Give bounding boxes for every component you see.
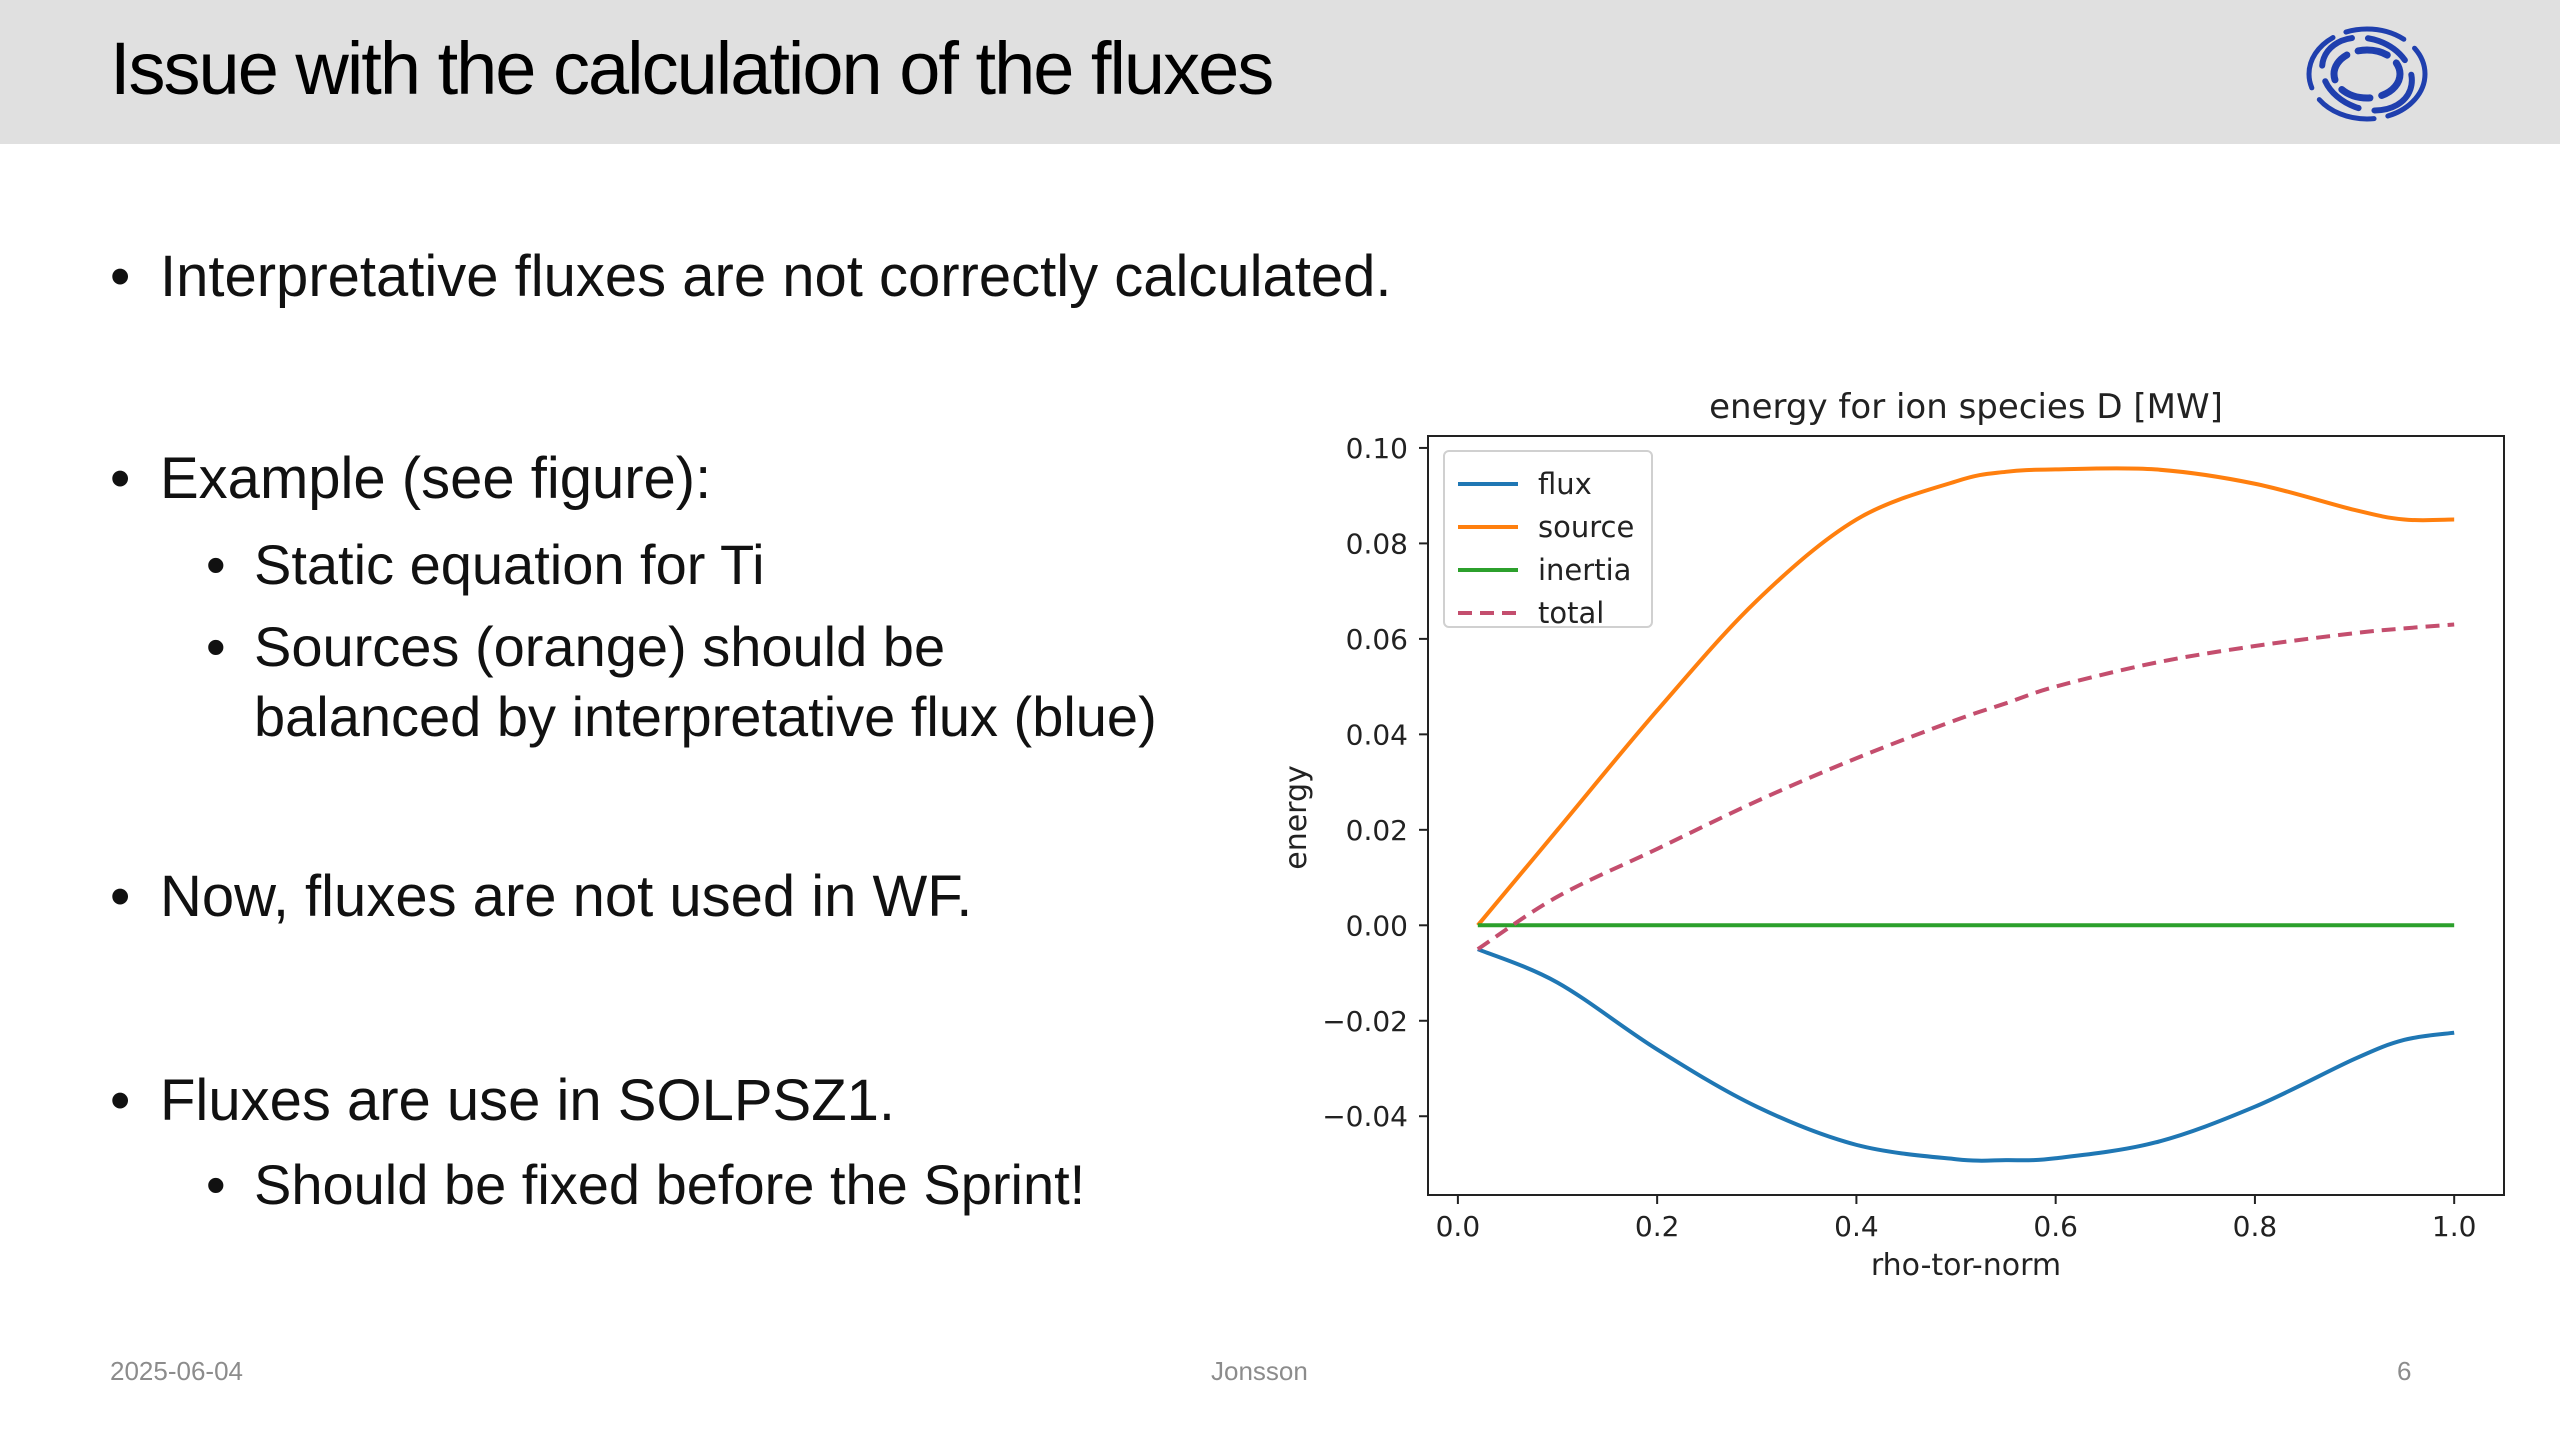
legend-label-flux: flux xyxy=(1538,467,1592,501)
y-tick-label: 0.08 xyxy=(1346,527,1408,560)
x-tick-label: 0.8 xyxy=(2233,1210,2278,1243)
x-tick-label: 1.0 xyxy=(2432,1210,2477,1243)
y-axis-label: energy xyxy=(1279,765,1314,870)
chart-title: energy for ion species D [MW] xyxy=(1709,387,2223,427)
bullet-text: Interpretative fluxes are not correctly … xyxy=(160,244,1392,309)
x-tick-label: 0.6 xyxy=(2033,1210,2078,1243)
y-tick-label: 0.04 xyxy=(1346,718,1408,751)
footer-author: Jonsson xyxy=(1211,1356,1308,1386)
legend-label-source: source xyxy=(1538,510,1634,544)
y-tick-label: 0.00 xyxy=(1346,909,1408,942)
title-bar: Issue with the calculation of the fluxes xyxy=(0,0,2560,144)
legend-box xyxy=(1443,450,1653,628)
ring-logo-icon xyxy=(2306,26,2428,122)
y-tick-label: −0.04 xyxy=(1322,1100,1408,1133)
y-tick-label: 0.10 xyxy=(1346,432,1408,465)
y-tick-label: −0.02 xyxy=(1322,1005,1408,1038)
sub-bullet-continuation: balanced by interpretative flux (blue) xyxy=(254,685,1157,748)
sub-bullet-text: Sources (orange) should be xyxy=(254,615,946,678)
series-line-flux xyxy=(1477,947,2455,1163)
bullet-text: Now, fluxes are not used in WF. xyxy=(160,864,973,929)
sub-bullet-text: Should be fixed before the Sprint! xyxy=(254,1153,1086,1216)
y-tick-label: 0.02 xyxy=(1346,814,1408,847)
footer-date: 2025-06-04 xyxy=(110,1356,243,1386)
series-line-total xyxy=(1476,622,2455,951)
plot-frame xyxy=(1427,435,2505,1196)
bullet-text: Example (see figure): xyxy=(160,446,712,511)
legend-label-inertia: inertia xyxy=(1538,553,1631,587)
energy-chart: energy for ion species D [MW] 0.0 0.2 0.4 0.… xyxy=(1279,387,2505,1283)
legend-label-total: total xyxy=(1538,596,1604,630)
x-tick-label: 0.2 xyxy=(1635,1210,1680,1243)
series-line-source xyxy=(1476,466,2455,927)
page-number: 6 xyxy=(2397,1356,2412,1386)
y-tick-label: 0.06 xyxy=(1346,623,1408,656)
x-tick-label: 0.0 xyxy=(1436,1210,1481,1243)
sub-bullet-text: Static equation for Ti xyxy=(254,533,765,596)
x-axis-label: rho-tor-norm xyxy=(1871,1248,2061,1283)
x-tick-label: 0.4 xyxy=(1834,1210,1879,1243)
slide-title: Issue with the calculation of the fluxes xyxy=(110,27,1274,110)
bullet-text: Fluxes are use in SOLPSZ1. xyxy=(160,1068,895,1133)
